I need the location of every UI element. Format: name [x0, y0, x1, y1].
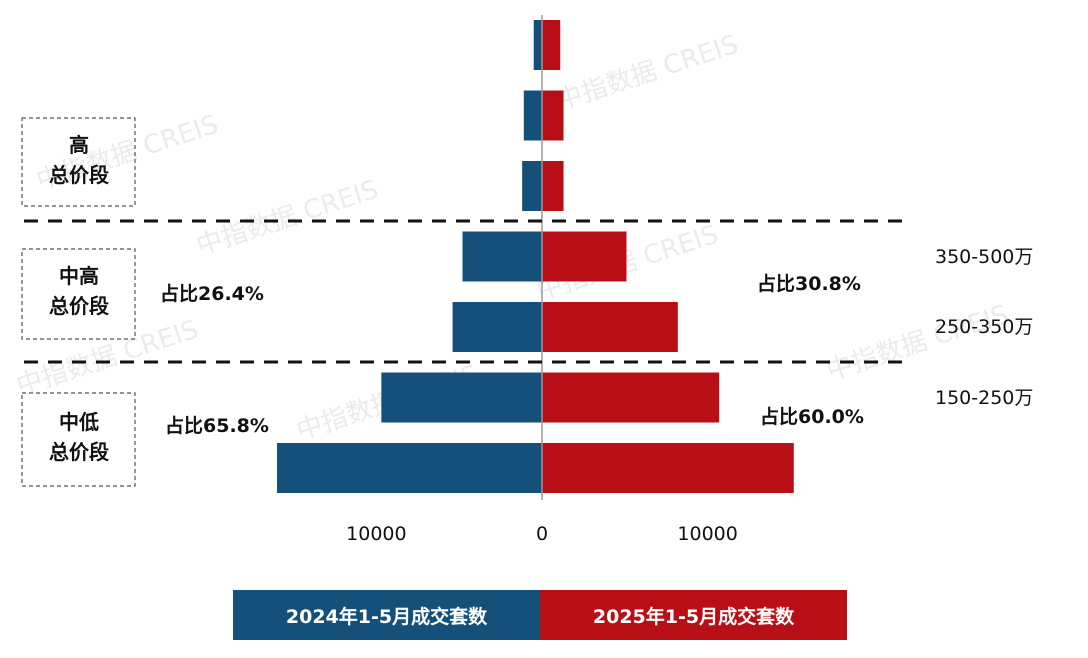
- bar-2024-6: [277, 443, 542, 493]
- legend-2024: 2024年1-5月成交套数: [233, 590, 540, 640]
- bar-2025-1: [542, 90, 564, 141]
- bar-2024-0: [533, 20, 542, 70]
- share-2025-mid-low: 占比60.0%: [760, 405, 864, 428]
- x-tick-label-2: 10000: [677, 523, 737, 545]
- segment-box-high: [21, 117, 136, 207]
- bar-2025-4: [542, 302, 678, 352]
- bar-2025-3: [542, 231, 627, 282]
- bar-2025-0: [542, 20, 561, 70]
- share-2025-mid-high: 占比30.8%: [757, 272, 861, 295]
- x-tick-label-1: 0: [536, 523, 548, 545]
- bar-2025-6: [542, 443, 794, 493]
- x-tick-label-0: 10000: [346, 523, 406, 545]
- share-2024-mid-low: 占比65.8%: [165, 414, 269, 437]
- segment-label-mid-low-line1: 中低: [59, 410, 99, 434]
- segment-label-mid-low-line2: 总价段: [49, 440, 109, 464]
- watermark-5: 中指数据 CREIS: [13, 315, 202, 402]
- bar-2024-5: [381, 372, 542, 423]
- bar-2024-2: [522, 161, 542, 211]
- bar-2024-4: [452, 302, 542, 352]
- bar-2024-3: [462, 231, 542, 282]
- bars-layer: [277, 20, 794, 493]
- segment-box-mid-low: [21, 392, 136, 487]
- watermark-1: 中指数据 CREIS: [193, 175, 382, 262]
- segment-label-high-line2: 总价段: [49, 163, 109, 187]
- segment-label-mid-high-line1: 中高: [59, 264, 99, 288]
- range-label-350-500: 350-500万: [935, 246, 1033, 268]
- segment-label-mid-high-line2: 总价段: [49, 294, 109, 318]
- bar-2025-2: [542, 161, 564, 211]
- watermark-0: 中指数据 CREIS: [553, 30, 742, 117]
- share-2024-mid-high: 占比26.4%: [160, 282, 264, 305]
- bar-2025-5: [542, 372, 720, 423]
- legend-2025: 2025年1-5月成交套数: [540, 590, 847, 640]
- bar-2024-1: [523, 90, 542, 141]
- range-label-150-250: 150-250万: [935, 387, 1033, 409]
- segment-box-mid-high: [21, 248, 136, 340]
- segment-label-high-line1: 高: [69, 133, 89, 157]
- x-axis-ticks: 10000 0 10000: [346, 523, 738, 545]
- watermark-4: 中指数据 CREIS: [823, 300, 1012, 387]
- range-label-250-350: 250-350万: [935, 316, 1033, 338]
